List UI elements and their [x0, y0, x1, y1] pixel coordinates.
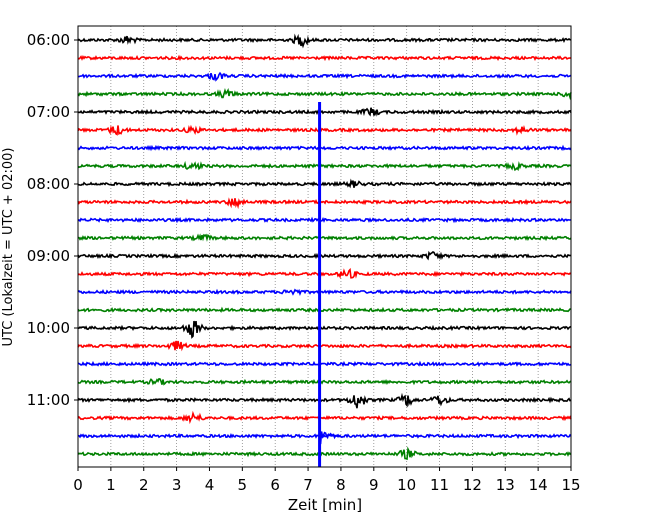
x-tick-label: 2	[139, 476, 149, 494]
x-tick-label: 7	[303, 476, 313, 494]
trace-10:45	[77, 378, 572, 386]
trace-08:00	[77, 178, 572, 189]
main-event-trace	[318, 102, 341, 467]
trace-08:30	[77, 216, 572, 224]
trace-11:30	[77, 432, 572, 440]
x-axis-label: Zeit [min]	[288, 496, 362, 514]
y-tick-label: 11:00	[27, 391, 70, 409]
x-tick-label: 4	[205, 476, 215, 494]
trace-08:15	[77, 197, 572, 210]
y-axis-label: UTC (Lokalzeit = UTC + 02:00)	[1, 148, 16, 347]
trace-09:30	[77, 288, 572, 296]
trace-06:00	[77, 33, 572, 49]
trace-10:00	[77, 320, 572, 339]
x-tick-label: 11	[430, 476, 449, 494]
main-event-spike	[318, 102, 322, 467]
main-event-coda	[318, 431, 341, 445]
x-tick-label: 5	[238, 476, 248, 494]
y-tick-label: 10:00	[27, 319, 70, 337]
x-tick-label: 6	[270, 476, 280, 494]
y-tick-label: 07:00	[27, 103, 70, 121]
y-tick-label: 09:00	[27, 247, 70, 265]
trace-09:15	[77, 267, 572, 279]
seismic-traces	[77, 33, 572, 461]
x-tick-label: 9	[369, 476, 379, 494]
trace-07:00	[77, 107, 572, 117]
y-tick-label: 06:00	[27, 31, 70, 49]
x-tick-label: 14	[529, 476, 548, 494]
trace-09:00	[77, 250, 572, 261]
y-axis-ticks: 06:00 07:00 08:00 09:00 10:00 11:00	[27, 31, 78, 409]
trace-11:00	[77, 392, 572, 409]
trace-10:30	[77, 360, 572, 368]
x-tick-label: 1	[106, 476, 116, 494]
x-axis-ticks: 0 1 2 3 4 5 6 7 8 9 10 11 12 13 14 15	[73, 467, 581, 494]
x-tick-label: 10	[397, 476, 416, 494]
trace-08:45	[77, 233, 572, 242]
trace-07:45	[77, 160, 572, 172]
trace-10:15	[77, 340, 572, 352]
trace-06:30	[77, 71, 572, 82]
trace-11:45	[77, 446, 572, 461]
x-tick-label: 8	[336, 476, 346, 494]
trace-06:15	[77, 54, 572, 62]
trace-07:30	[77, 144, 572, 152]
trace-09:45	[77, 306, 571, 314]
x-tick-label: 0	[73, 476, 83, 494]
x-tick-label: 12	[463, 476, 482, 494]
y-tick-label: 08:00	[27, 175, 70, 193]
trace-06:45	[77, 88, 572, 101]
trace-11:15	[77, 410, 572, 425]
x-tick-label: 13	[496, 476, 515, 494]
x-tick-label: 15	[561, 476, 580, 494]
x-tick-label: 3	[172, 476, 182, 494]
trace-07:15	[77, 124, 572, 136]
plot-frame	[77, 25, 572, 468]
